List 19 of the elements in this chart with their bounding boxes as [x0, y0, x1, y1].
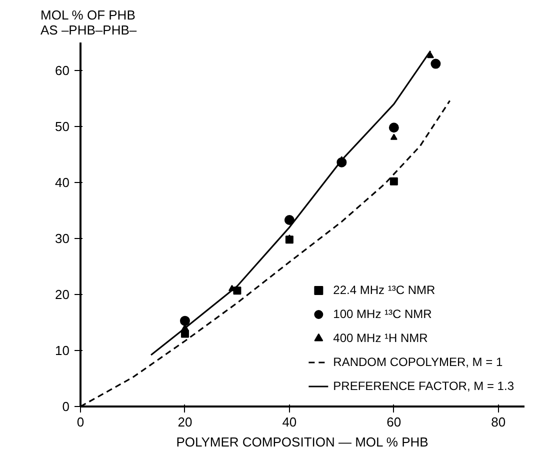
y-axis-title: MOL % OF PHB AS –PHB–PHB– — [40, 8, 138, 38]
y-tick-label: 10 — [55, 343, 70, 358]
y-tick-label: 40 — [55, 175, 70, 190]
legend-label: RANDOM COPOLYMER, M = 1 — [333, 355, 503, 369]
legend-label: 22.4 MHz ¹³C NMR — [333, 283, 436, 297]
x-tick-label: 60 — [386, 414, 402, 430]
x-tick-label: 20 — [178, 414, 192, 430]
y-tick-label: 60 — [55, 63, 70, 78]
legend-label: 100 MHz ¹³C NMR — [333, 307, 432, 321]
x-tick-label: 0 — [76, 414, 84, 430]
y-tick-label: 30 — [55, 231, 70, 246]
legend-label: PREFERENCE FACTOR, M = 1.3 — [333, 379, 514, 393]
x-tick-label: 40 — [282, 414, 297, 430]
y-tick-label: 20 — [55, 287, 70, 302]
y-tick-label: 0 — [62, 399, 70, 414]
y-tick-label: 50 — [55, 119, 70, 134]
x-axis-title: POLYMER COMPOSITION — MOL % PHB — [176, 434, 428, 450]
legend-label: 400 MHz ¹H NMR — [333, 331, 428, 345]
x-tick-label: 80 — [491, 414, 506, 430]
